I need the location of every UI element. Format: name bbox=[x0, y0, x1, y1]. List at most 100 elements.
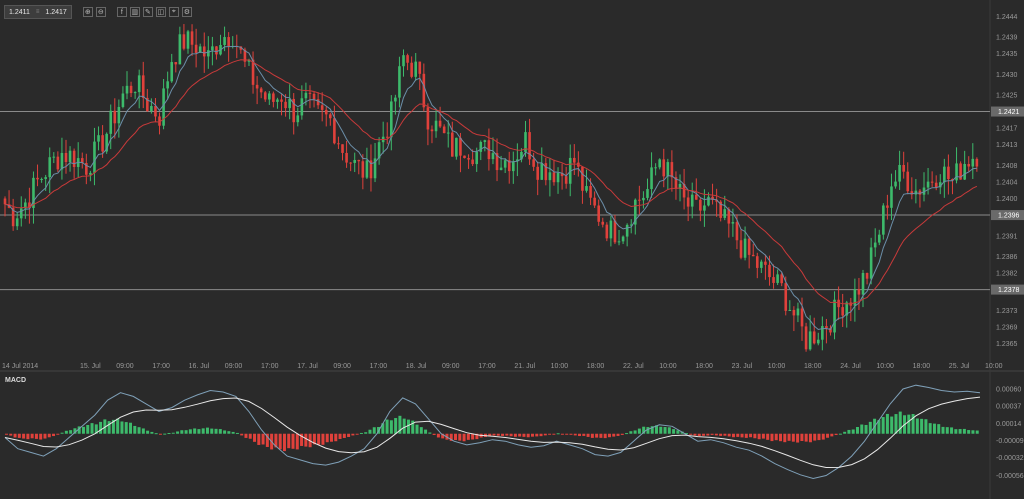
candle-body bbox=[760, 261, 763, 268]
candle-body bbox=[532, 159, 535, 167]
candle-body bbox=[479, 141, 483, 152]
candle-body bbox=[308, 92, 312, 94]
macd-histogram-bar bbox=[488, 433, 492, 437]
candle-body bbox=[780, 274, 783, 284]
candle-body bbox=[564, 176, 568, 184]
macd-histogram-bar bbox=[73, 428, 77, 434]
candle-body bbox=[288, 98, 291, 109]
macd-histogram-bar bbox=[424, 429, 428, 434]
candle-body bbox=[906, 171, 910, 192]
candle-body bbox=[719, 201, 722, 218]
macd-histogram-bar bbox=[766, 433, 770, 440]
macd-tick-label: 0.00014 bbox=[996, 421, 1021, 428]
period-icon[interactable]: ◫ bbox=[155, 7, 166, 17]
macd-histogram-bar bbox=[612, 433, 616, 437]
candle-body bbox=[764, 261, 767, 265]
candle-body bbox=[398, 66, 401, 98]
macd-histogram-bar bbox=[287, 433, 291, 449]
quote-separator: ≡ bbox=[35, 9, 40, 15]
chart-type-icon[interactable]: ▥ bbox=[129, 7, 140, 17]
macd-histogram-bar bbox=[466, 433, 470, 440]
macd-histogram-bar bbox=[291, 433, 295, 449]
candle-body bbox=[735, 222, 739, 241]
candle-body bbox=[601, 221, 605, 225]
candle-body bbox=[816, 339, 820, 344]
macd-histogram-bar bbox=[535, 433, 539, 437]
candle-body bbox=[263, 92, 267, 100]
candle-body bbox=[329, 114, 332, 119]
candle-body bbox=[597, 205, 600, 222]
price-tick-label: 1.2417 bbox=[996, 126, 1018, 133]
macd-histogram-bar bbox=[958, 429, 962, 434]
macd-histogram-bar bbox=[69, 430, 73, 434]
candle-body bbox=[857, 289, 861, 295]
candle-body bbox=[947, 166, 950, 180]
drawing-icon[interactable]: ✎ bbox=[142, 7, 153, 17]
price-tick-label: 1.2391 bbox=[996, 233, 1018, 240]
macd-histogram-bar bbox=[205, 427, 209, 434]
macd-histogram-bar bbox=[924, 419, 928, 434]
candle-body bbox=[44, 177, 47, 179]
macd-histogram-bar bbox=[791, 433, 795, 442]
macd-histogram-bar bbox=[582, 433, 586, 436]
macd-histogram-bar bbox=[295, 433, 299, 450]
macd-histogram-bar bbox=[394, 418, 398, 434]
macd-histogram-bar bbox=[911, 414, 915, 434]
candle-body bbox=[60, 152, 64, 170]
zoom-in-icon[interactable]: ⊕ bbox=[82, 7, 93, 17]
macd-histogram-bar bbox=[702, 433, 706, 436]
time-tick-label: 24. Jul bbox=[840, 363, 861, 370]
candle-body bbox=[938, 182, 942, 188]
macd-histogram-bar bbox=[342, 433, 346, 438]
macd-histogram-bar bbox=[124, 422, 128, 434]
macd-histogram-bar bbox=[94, 424, 98, 434]
candle-body bbox=[902, 164, 905, 172]
candle-body bbox=[975, 158, 979, 167]
macd-histogram-bar bbox=[158, 433, 162, 435]
macd-histogram-bar bbox=[860, 424, 864, 434]
candle-body bbox=[357, 159, 361, 162]
candle-body bbox=[829, 328, 832, 333]
crosshair-icon[interactable]: ⌖ bbox=[168, 7, 179, 17]
macd-histogram-bar bbox=[9, 433, 13, 436]
candle-body bbox=[605, 224, 609, 239]
price-tick-label: 1.2404 bbox=[996, 179, 1018, 186]
indicator-icon[interactable]: f bbox=[116, 7, 127, 17]
macd-histogram-bar bbox=[223, 430, 227, 434]
macd-histogram-bar bbox=[458, 433, 462, 441]
candle-body bbox=[121, 93, 125, 107]
macd-histogram-bar bbox=[787, 433, 791, 441]
candle-body bbox=[243, 49, 247, 62]
candle-body bbox=[613, 220, 617, 243]
candle-body bbox=[747, 238, 751, 255]
candle-body bbox=[951, 179, 954, 181]
candle-body bbox=[64, 152, 68, 163]
candle-body bbox=[833, 299, 836, 333]
macd-histogram-bar bbox=[633, 430, 637, 434]
candle-body bbox=[333, 118, 336, 144]
candle-body bbox=[36, 177, 39, 180]
macd-histogram-bar bbox=[449, 433, 453, 441]
macd-histogram-bar bbox=[513, 433, 517, 437]
macd-histogram-bar bbox=[646, 427, 650, 434]
candle-body bbox=[699, 199, 702, 211]
candle-body bbox=[15, 218, 19, 227]
candle-body bbox=[572, 157, 576, 163]
macd-histogram-bar bbox=[197, 429, 201, 434]
candle-body bbox=[276, 99, 279, 102]
candle-body bbox=[341, 144, 344, 153]
macd-histogram-bar bbox=[620, 433, 624, 435]
macd-histogram-bar bbox=[881, 417, 885, 434]
macd-histogram-bar bbox=[894, 414, 898, 434]
macd-histogram-bar bbox=[347, 433, 351, 437]
candle-body bbox=[694, 194, 698, 200]
candle-body bbox=[882, 205, 885, 235]
price-tick-label: 1.2400 bbox=[996, 196, 1018, 203]
candle-body bbox=[507, 160, 511, 172]
macd-histogram-bar bbox=[637, 428, 641, 434]
zoom-out-icon[interactable]: ⊖ bbox=[95, 7, 106, 17]
candle-body bbox=[483, 140, 487, 142]
candle-body bbox=[463, 155, 466, 159]
settings-icon[interactable]: ⚙ bbox=[181, 7, 192, 17]
